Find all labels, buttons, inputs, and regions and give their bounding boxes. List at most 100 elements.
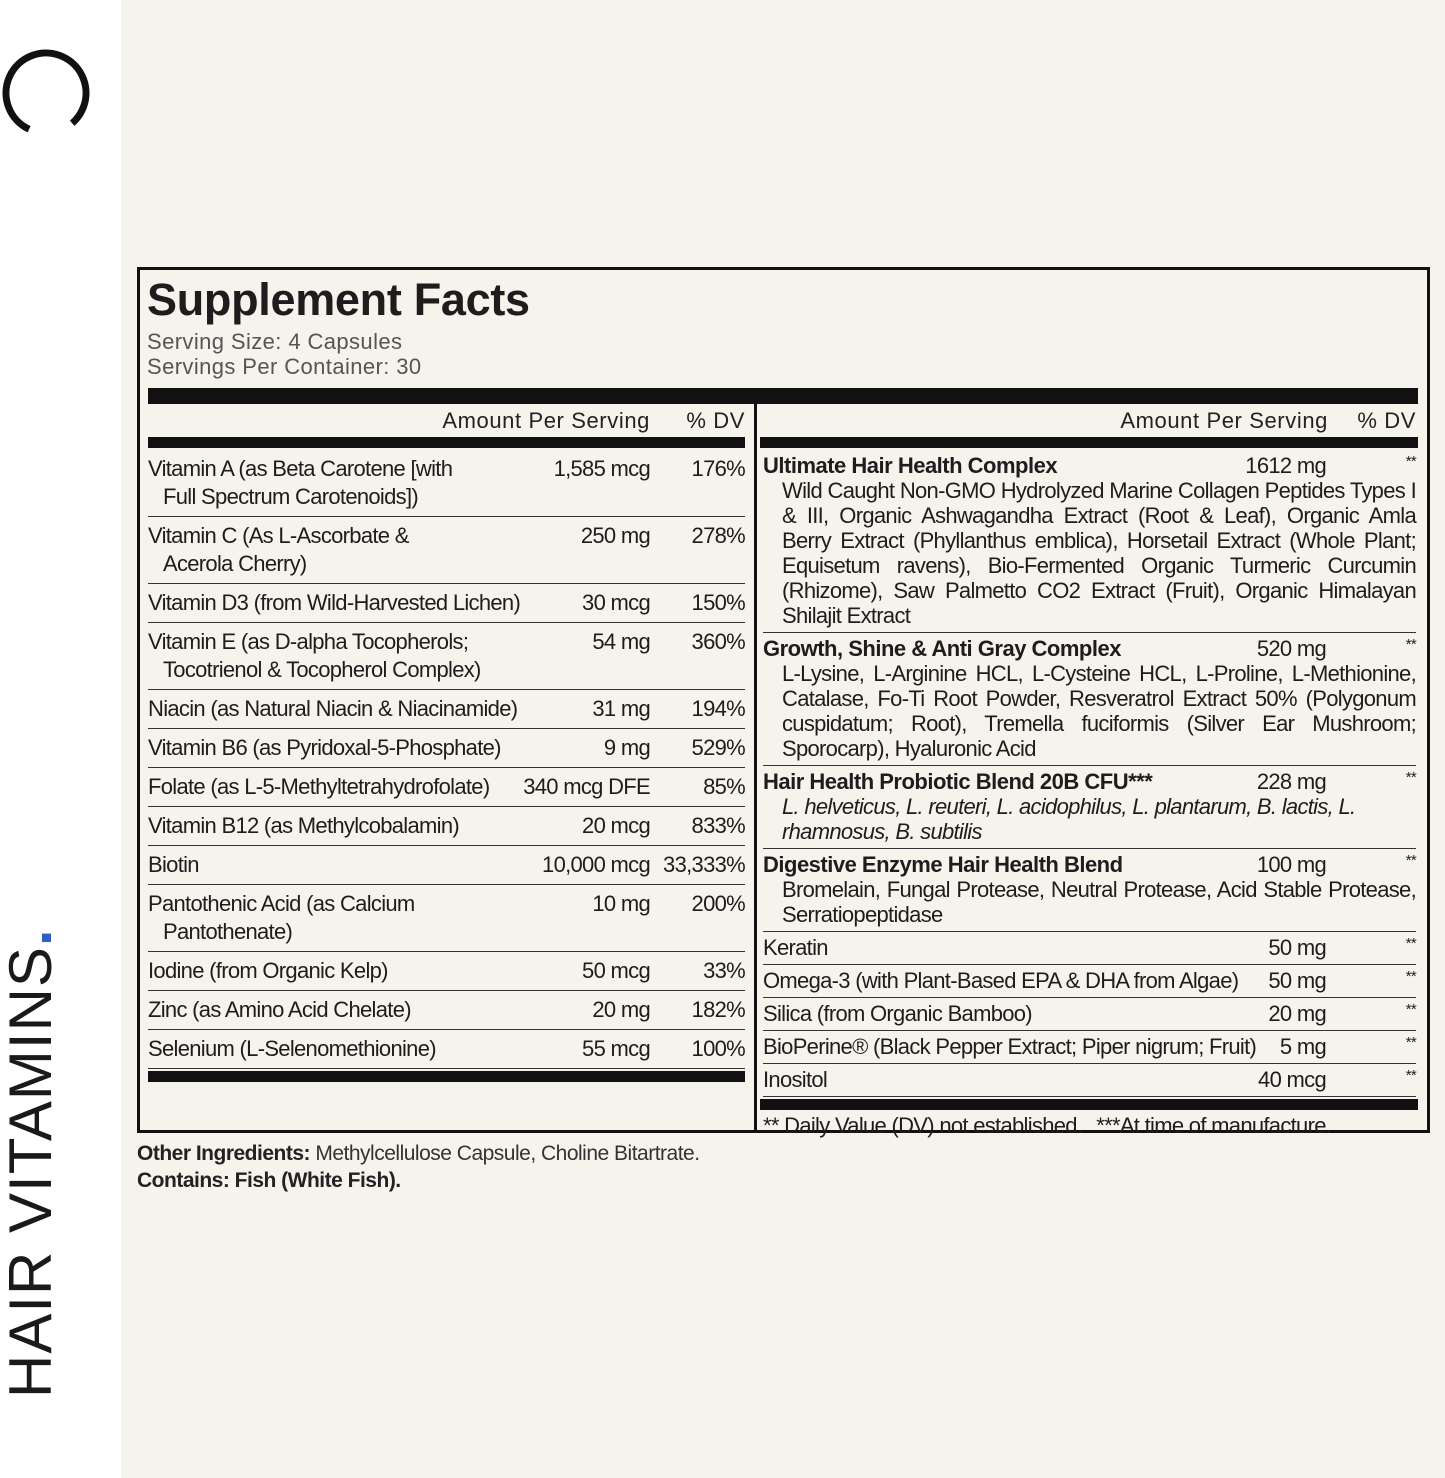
- ingredient-name: Ultimate Hair Health Complex: [763, 453, 1058, 478]
- nutrient-name: Vitamin B12 (as Methylcobalamin): [148, 812, 530, 840]
- ingredient-description: L-Lysine, L-Arginine HCL, L-Cysteine HCL…: [782, 661, 1417, 761]
- other-ingredients: Other Ingredients: Methylcellulose Capsu…: [137, 1140, 700, 1194]
- ingredient-name: Growth, Shine & Anti Gray Complex: [763, 636, 1121, 661]
- nutrient-amount: 54 mg: [592, 629, 650, 654]
- right-column: Ultimate Hair Health Complex 1612 mg ** Wil…: [760, 450, 1418, 1139]
- left-header: Amount Per Serving % DV: [148, 406, 745, 436]
- nutrient-dv: 833%: [691, 813, 746, 838]
- ingredient-line: BioPerine® (Black Pepper Extract; Piper …: [763, 1034, 1417, 1059]
- nutrient-name: Biotin: [148, 851, 530, 879]
- ingredient-amount: 20 mg: [1268, 1001, 1326, 1026]
- ingredient-dv: **: [1405, 1067, 1417, 1084]
- ingredient-row: Keratin 50 mg **: [763, 932, 1417, 965]
- ingredient-line: Silica (from Organic Bamboo) 20 mg **: [763, 1001, 1417, 1026]
- ingredient-amount: 40 mcg: [1258, 1067, 1327, 1092]
- nutrient-dv: 529%: [691, 735, 746, 760]
- ingredient-row: Omega-3 (with Plant-Based EPA & DHA from…: [763, 965, 1417, 998]
- brand-dot: .: [0, 928, 64, 947]
- ingredient-amount: 5 mg: [1279, 1034, 1327, 1059]
- nutrient-dv: 360%: [691, 629, 746, 654]
- nutrient-amount: 9 mg: [603, 735, 651, 760]
- nutrient-dv: 182%: [691, 997, 746, 1022]
- nutrient-row: Vitamin E (as D-alpha Tocopherols; Tocotr…: [148, 623, 746, 690]
- ingredient-name: BioPerine® (Black Pepper Extract; Piper …: [763, 1034, 1257, 1059]
- nutrient-dv: 33,333%: [663, 852, 746, 877]
- other-text: Methylcellulose Capsule, Choline Bitartr…: [315, 1142, 700, 1165]
- ingredient-description: L. helveticus, L. reuteri, L. acidophilu…: [782, 794, 1356, 844]
- nutrient-amount: 30 mcg: [582, 590, 651, 615]
- other-label: Other Ingredients:: [137, 1142, 311, 1165]
- nutrient-name: Pantothenic Acid (as Calcium Pantothenate…: [148, 890, 530, 946]
- nutrient-name: Vitamin A (as Beta Carotene [with Full Sp…: [148, 455, 530, 511]
- ingredient-amount: 100 mg: [1256, 852, 1327, 877]
- header-amount: Amount Per Serving: [1120, 408, 1328, 433]
- header-rule: [760, 437, 1418, 448]
- bottom-rule: [148, 1071, 745, 1082]
- bottom-rule: [760, 1099, 1418, 1110]
- ingredient-amount: 228 mg: [1256, 769, 1327, 794]
- facts-title: Supplement Facts: [147, 274, 530, 325]
- sidebar: HAIR VITAMINS.: [0, 0, 121, 1478]
- nutrient-dv: 85%: [703, 774, 746, 799]
- ingredient-name: Keratin: [763, 935, 829, 960]
- nutrient-amount: 50 mcg: [582, 958, 651, 983]
- nutrient-row: Vitamin B6 (as Pyridoxal-5-Phosphate) 9 m…: [148, 729, 746, 768]
- facts-box: [137, 267, 1430, 1133]
- name-line: Vitamin C (As L-Ascorbate &: [148, 523, 409, 548]
- ingredient-name: Hair Health Probiotic Blend 20B CFU***: [763, 769, 1153, 794]
- ingredient-dv: **: [1405, 935, 1417, 952]
- nutrient-amount: 250 mg: [580, 523, 651, 548]
- name-line: Iodine (from Organic Kelp): [148, 958, 388, 983]
- nutrient-dv: 150%: [691, 590, 746, 615]
- nutrient-row: Folate (as L-5-Methyltetrahydrofolate) 34…: [148, 768, 746, 807]
- ingredient-row: Inositol 40 mcg **: [763, 1064, 1417, 1097]
- nutrient-name: Vitamin E (as D-alpha Tocopherols; Tocotr…: [148, 628, 530, 684]
- other-line: Other Ingredients: Methylcellulose Capsu…: [137, 1140, 700, 1167]
- nutrient-amount: 10 mg: [592, 891, 650, 916]
- name-line: Niacin (as Natural Niacin & Niacinamide): [148, 696, 518, 721]
- ingredient-row: Digestive Enzyme Hair Health Blend 100 mg…: [763, 849, 1417, 932]
- name-line: Zinc (as Amino Acid Chelate): [148, 997, 412, 1022]
- nutrient-dv: 176%: [691, 456, 746, 481]
- ingredient-name: Inositol: [763, 1067, 828, 1092]
- nutrient-name: Iodine (from Organic Kelp): [148, 957, 530, 985]
- footnotes: ** Daily Value (DV) not established. ***A…: [763, 1110, 1416, 1139]
- brand-name: HAIR VITAMINS: [0, 946, 64, 1398]
- ingredient-row: Ultimate Hair Health Complex 1612 mg ** Wil…: [763, 450, 1417, 633]
- ingredient-dv: **: [1405, 968, 1417, 985]
- nutrient-name: Vitamin D3 (from Wild-Harvested Lichen): [148, 589, 530, 617]
- nutrient-amount: 20 mcg: [582, 813, 651, 838]
- name-line: Biotin: [148, 852, 200, 877]
- nutrient-name: Vitamin C (As L-Ascorbate & Acerola Cherr…: [148, 522, 530, 578]
- nutrient-dv: 194%: [691, 696, 746, 721]
- header-rule: [148, 437, 745, 448]
- name-line: Vitamin A (as Beta Carotene [with: [148, 456, 453, 481]
- name-line: Pantothenic Acid (as Calcium: [148, 891, 415, 916]
- ingredient-name: Omega-3 (with Plant-Based EPA & DHA from…: [763, 968, 1239, 993]
- name-line: Tocotrienol & Tocopherol Complex): [163, 657, 481, 682]
- nutrient-row: Zinc (as Amino Acid Chelate) 20 mg 182%: [148, 991, 746, 1030]
- ingredient-line: Inositol 40 mcg **: [763, 1067, 1417, 1092]
- name-line: Acerola Cherry): [163, 551, 307, 576]
- ingredient-amount: 520 mg: [1256, 636, 1327, 661]
- ingredient-amount: 50 mg: [1268, 968, 1326, 993]
- right-header: Amount Per Serving % DV: [763, 406, 1416, 436]
- column-divider: [754, 404, 757, 1133]
- nutrient-dv: 33%: [703, 958, 746, 983]
- name-line: Vitamin B12 (as Methylcobalamin): [148, 813, 460, 838]
- ingredient-row: Growth, Shine & Anti Gray Complex 520 mg *…: [763, 633, 1417, 766]
- ingredient-amount: 1612 mg: [1245, 453, 1326, 478]
- nutrient-amount: 10,000 mcg: [542, 852, 651, 877]
- name-line: Full Spectrum Carotenoids]): [163, 484, 419, 509]
- ingredient-line: Omega-3 (with Plant-Based EPA & DHA from…: [763, 968, 1417, 993]
- nutrient-row: Pantothenic Acid (as Calcium Pantothenate…: [148, 885, 746, 952]
- nutrient-amount: 31 mg: [592, 696, 650, 721]
- nutrient-amount: 55 mcg: [582, 1036, 651, 1061]
- ingredient-dv: **: [1405, 852, 1417, 869]
- nutrient-amount: 20 mg: [592, 997, 650, 1022]
- contains: Contains: Fish (White Fish).: [137, 1169, 401, 1192]
- ingredient-row: Silica (from Organic Bamboo) 20 mg **: [763, 998, 1417, 1031]
- ingredient-amount: 50 mg: [1268, 935, 1326, 960]
- nutrient-dv: 100%: [691, 1036, 746, 1061]
